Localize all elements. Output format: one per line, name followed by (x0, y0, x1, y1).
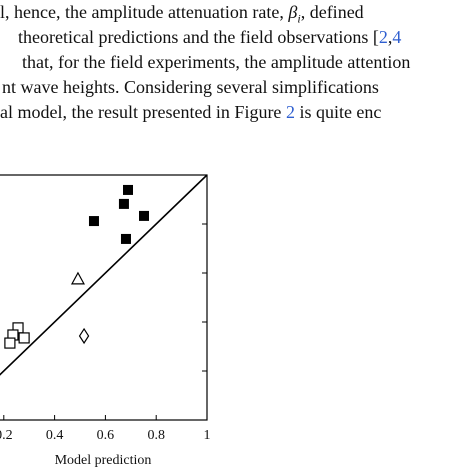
text-line: l, hence, the amplitude attenuation rate… (0, 2, 364, 29)
marker (18, 332, 30, 344)
x-axis-label: Model prediction (55, 453, 152, 468)
marker (78, 327, 90, 345)
text: al model, the result presented in Figure (0, 102, 286, 122)
citation[interactable]: 4 (392, 27, 402, 47)
text-line: nt wave heights. Considering several sim… (2, 77, 379, 97)
marker (4, 337, 16, 349)
plot-frame (0, 174, 208, 421)
text: is quite enc (294, 102, 382, 122)
subscript: i (297, 11, 301, 26)
text-line: theoretical predictions and the field ob… (18, 27, 401, 47)
marker (139, 210, 150, 221)
x-tick-label: 0.4 (46, 428, 64, 443)
text-line: that, for the field experiments, the amp… (22, 52, 410, 72)
marker (118, 198, 129, 209)
marker (123, 184, 134, 195)
text: l, hence, the amplitude attenuation rate… (0, 2, 289, 22)
x-tick-label: 0.6 (97, 428, 115, 443)
text: nt wave heights. Considering several sim… (2, 77, 379, 97)
figure-link[interactable]: 2 (285, 102, 295, 122)
marker (88, 216, 99, 227)
citation[interactable]: 2 (378, 27, 388, 47)
text: , (387, 27, 393, 47)
text: that, for the field experiments, the amp… (22, 52, 411, 72)
x-tick-label: 1 (204, 428, 211, 443)
marker (120, 233, 131, 244)
x-tick-label: 0.8 (147, 428, 165, 443)
text: , defined (300, 2, 364, 22)
x-tick-label: 0.2 (0, 428, 13, 443)
reference-line (0, 174, 208, 376)
marker (70, 271, 85, 285)
symbol: β (288, 2, 298, 22)
text-line: al model, the result presented in Figure… (0, 102, 381, 122)
text: theoretical predictions and the field ob… (18, 27, 379, 47)
